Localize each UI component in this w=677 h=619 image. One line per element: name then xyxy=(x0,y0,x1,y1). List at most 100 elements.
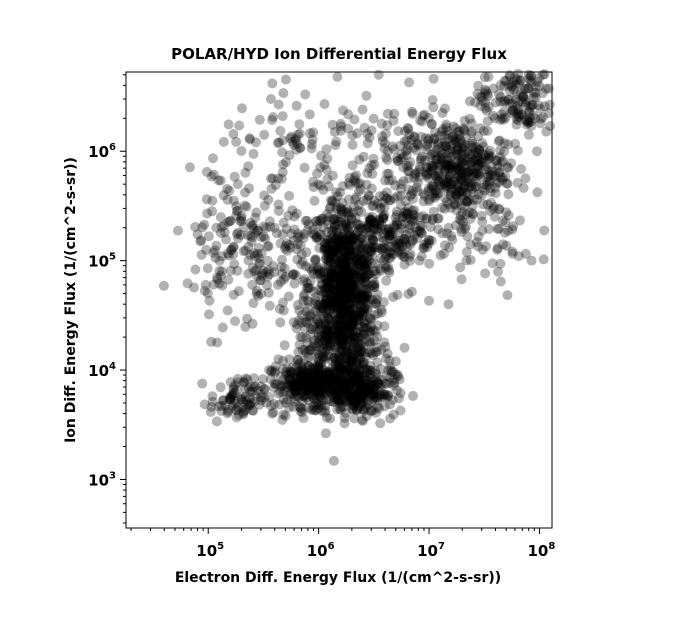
data-point xyxy=(335,305,346,316)
data-point xyxy=(355,308,366,319)
data-point xyxy=(314,391,325,402)
data-point xyxy=(302,282,313,293)
data-point xyxy=(325,396,336,407)
data-point xyxy=(352,220,363,230)
data-point xyxy=(299,323,310,334)
data-point xyxy=(320,292,331,303)
data-point xyxy=(301,384,312,395)
data-point xyxy=(313,385,323,396)
data-point xyxy=(329,342,340,353)
data-point xyxy=(312,403,323,414)
data-point xyxy=(347,233,358,244)
data-point xyxy=(346,298,357,309)
data-point xyxy=(327,247,338,258)
data-point xyxy=(467,138,478,149)
data-point xyxy=(301,384,312,395)
data-point xyxy=(345,245,356,256)
data-point xyxy=(347,235,357,246)
data-point xyxy=(320,254,331,265)
data-point xyxy=(283,370,294,381)
data-point xyxy=(305,378,316,389)
data-point xyxy=(335,314,345,325)
data-point xyxy=(456,274,467,285)
data-point xyxy=(357,386,368,396)
data-point xyxy=(330,322,341,333)
data-point xyxy=(301,372,312,383)
data-point xyxy=(304,109,315,120)
data-point xyxy=(339,304,350,315)
data-point xyxy=(356,382,367,393)
data-point xyxy=(334,397,345,408)
data-point xyxy=(338,388,349,399)
data-point xyxy=(335,386,346,397)
data-point xyxy=(342,360,353,371)
data-point xyxy=(340,221,351,232)
data-point xyxy=(353,206,364,216)
data-point xyxy=(334,241,345,252)
data-point xyxy=(334,334,345,345)
data-point xyxy=(351,192,362,203)
data-point xyxy=(335,302,346,313)
data-point xyxy=(287,377,297,388)
data-point xyxy=(313,338,324,349)
data-point xyxy=(325,386,336,397)
data-point xyxy=(309,195,320,206)
data-point xyxy=(297,407,307,418)
data-point xyxy=(314,383,324,394)
data-point xyxy=(305,311,316,322)
data-point xyxy=(368,386,379,397)
data-point xyxy=(346,271,357,281)
data-point xyxy=(394,374,405,385)
data-point xyxy=(380,128,391,139)
data-point xyxy=(281,369,291,380)
data-point xyxy=(330,140,341,151)
data-point xyxy=(430,185,441,196)
data-point xyxy=(285,242,296,253)
data-point xyxy=(348,400,359,411)
data-point xyxy=(379,321,390,332)
data-point xyxy=(326,334,337,345)
data-point xyxy=(358,384,369,394)
data-point xyxy=(294,376,304,387)
data-point xyxy=(367,201,378,212)
data-point xyxy=(301,380,312,391)
data-point xyxy=(286,367,297,378)
data-point xyxy=(259,384,270,395)
data-point xyxy=(492,223,503,234)
data-point xyxy=(326,276,337,287)
data-point xyxy=(350,233,361,244)
data-point xyxy=(334,331,345,342)
data-point xyxy=(316,290,327,301)
data-point xyxy=(268,112,279,122)
data-point xyxy=(353,349,364,360)
data-point xyxy=(325,375,336,386)
data-point xyxy=(328,385,339,396)
data-point xyxy=(530,87,541,98)
data-point xyxy=(302,303,313,313)
data-point xyxy=(350,390,361,401)
data-point xyxy=(480,97,490,108)
data-point xyxy=(388,409,399,420)
data-point xyxy=(484,205,495,216)
data-point xyxy=(364,365,375,375)
data-point xyxy=(291,391,302,401)
data-point xyxy=(337,316,348,327)
data-point xyxy=(385,399,396,410)
data-point xyxy=(349,389,360,400)
data-point xyxy=(356,224,366,235)
data-point xyxy=(245,217,256,228)
data-point xyxy=(378,392,389,402)
data-point xyxy=(330,268,341,279)
data-point xyxy=(340,408,351,419)
data-point xyxy=(343,247,354,257)
data-point xyxy=(315,216,326,227)
data-point xyxy=(347,400,358,411)
data-point xyxy=(322,333,333,343)
data-point xyxy=(344,257,355,268)
data-point xyxy=(323,334,334,345)
data-point xyxy=(355,255,366,266)
data-point xyxy=(319,287,330,298)
data-point xyxy=(332,191,343,202)
data-point xyxy=(332,216,343,227)
data-point xyxy=(356,271,367,282)
